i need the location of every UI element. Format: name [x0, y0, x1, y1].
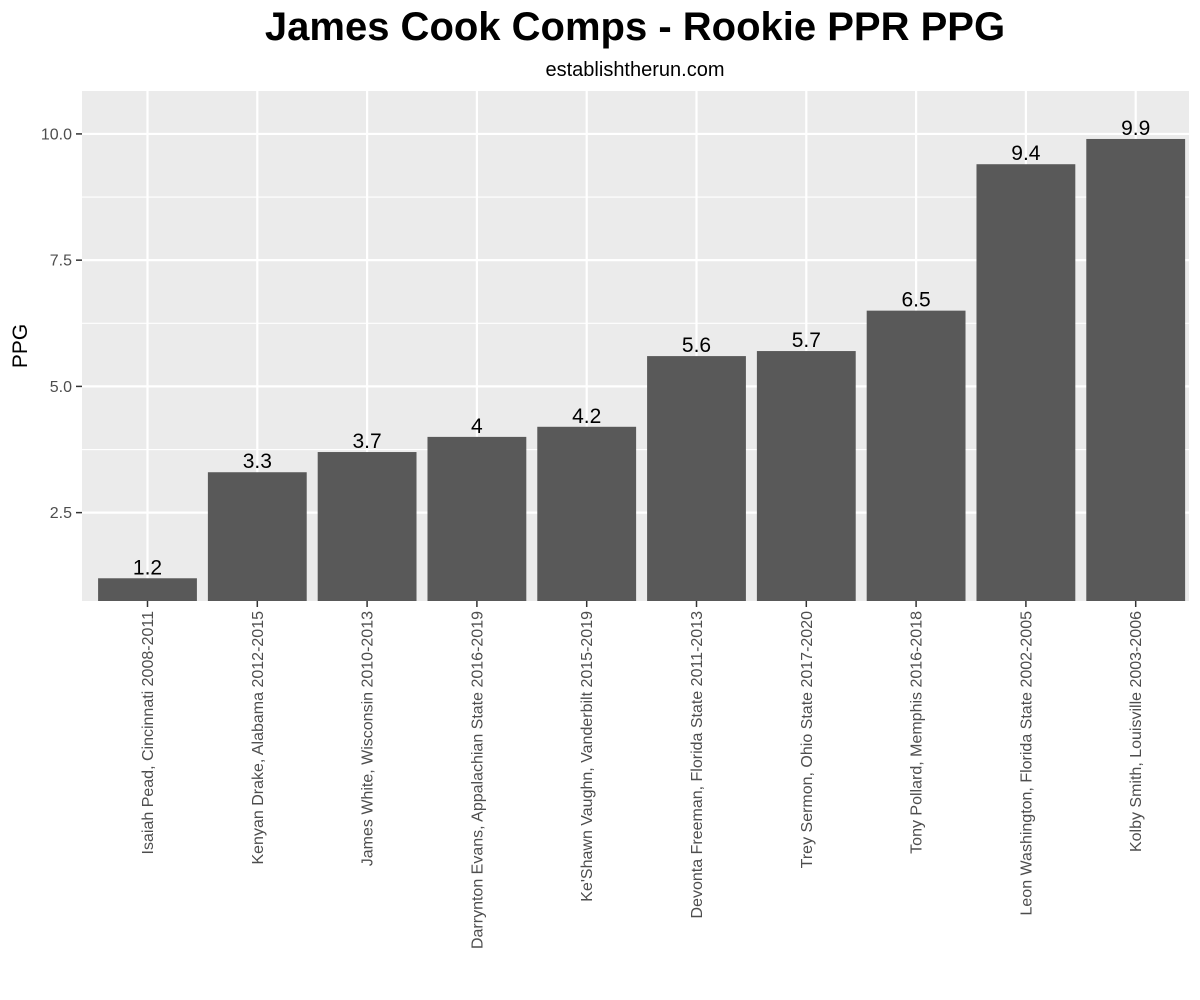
bar-value-label: 3.7: [352, 430, 381, 453]
y-tick-label: 10.0: [41, 126, 72, 143]
bar-value-label: 6.5: [901, 289, 930, 312]
bar: [647, 356, 746, 601]
x-tick-label: Ke'Shawn Vaughn, Vanderbilt 2015-2019: [579, 611, 596, 902]
x-tick-label: Trey Sermon, Ohio State 2017-2020: [799, 611, 816, 868]
chart-subtitle: establishtherun.com: [546, 59, 725, 81]
y-tick-label: 2.5: [50, 505, 72, 522]
x-tick-label: Darrynton Evans, Appalachian State 2016-…: [469, 611, 486, 949]
x-tick-label: James White, Wisconsin 2010-2013: [360, 611, 377, 866]
bar: [976, 164, 1076, 601]
bar: [1086, 138, 1186, 602]
bar-value-label: 9.4: [1011, 142, 1041, 165]
bar-value-label: 5.6: [682, 334, 711, 357]
bar-value-label: 4.2: [572, 405, 601, 428]
bar-value-label: 9.9: [1121, 117, 1150, 140]
bar: [756, 351, 856, 601]
bar: [427, 436, 527, 601]
bar-value-label: 1.2: [133, 556, 162, 579]
data-labels: 1.2 3.3 3.7 4 4.2 5.6 5.7 6.5 9.4 9.9: [133, 117, 1150, 579]
x-tick-label: Kenyan Drake, Alabama 2012-2015: [250, 611, 267, 865]
bar: [866, 310, 966, 601]
x-tick-label: Isaiah Pead, Cincinnati 2008-2011: [140, 611, 157, 855]
bars: [98, 138, 1186, 602]
x-tick-label: Leon Washington, Florida State 2002-2005: [1018, 611, 1035, 916]
bar-value-label: 3.3: [243, 450, 272, 473]
bar: [98, 578, 197, 601]
chart-title: James Cook Comps - Rookie PPR PPG: [265, 5, 1005, 49]
bar-value-label: 5.7: [792, 329, 821, 352]
y-tick-label: 5.0: [50, 379, 72, 396]
y-axis: 2.5 5.0 7.5 10.0: [41, 126, 82, 522]
x-tick-label: Kolby Smith, Louisville 2003-2006: [1128, 611, 1145, 852]
y-tick-label: 7.5: [50, 253, 72, 270]
bar: [537, 426, 637, 601]
x-axis: Isaiah Pead, Cincinnati 2008-2011 Kenyan …: [140, 601, 1145, 949]
x-tick-label: Devonta Freeman, Florida State 2011-2013: [689, 611, 706, 919]
bar-value-label: 4: [471, 415, 483, 438]
y-axis-label: PPG: [9, 324, 32, 368]
bar: [207, 472, 307, 601]
bar: [317, 452, 417, 601]
x-tick-label: Tony Pollard, Memphis 2016-2018: [909, 611, 926, 854]
